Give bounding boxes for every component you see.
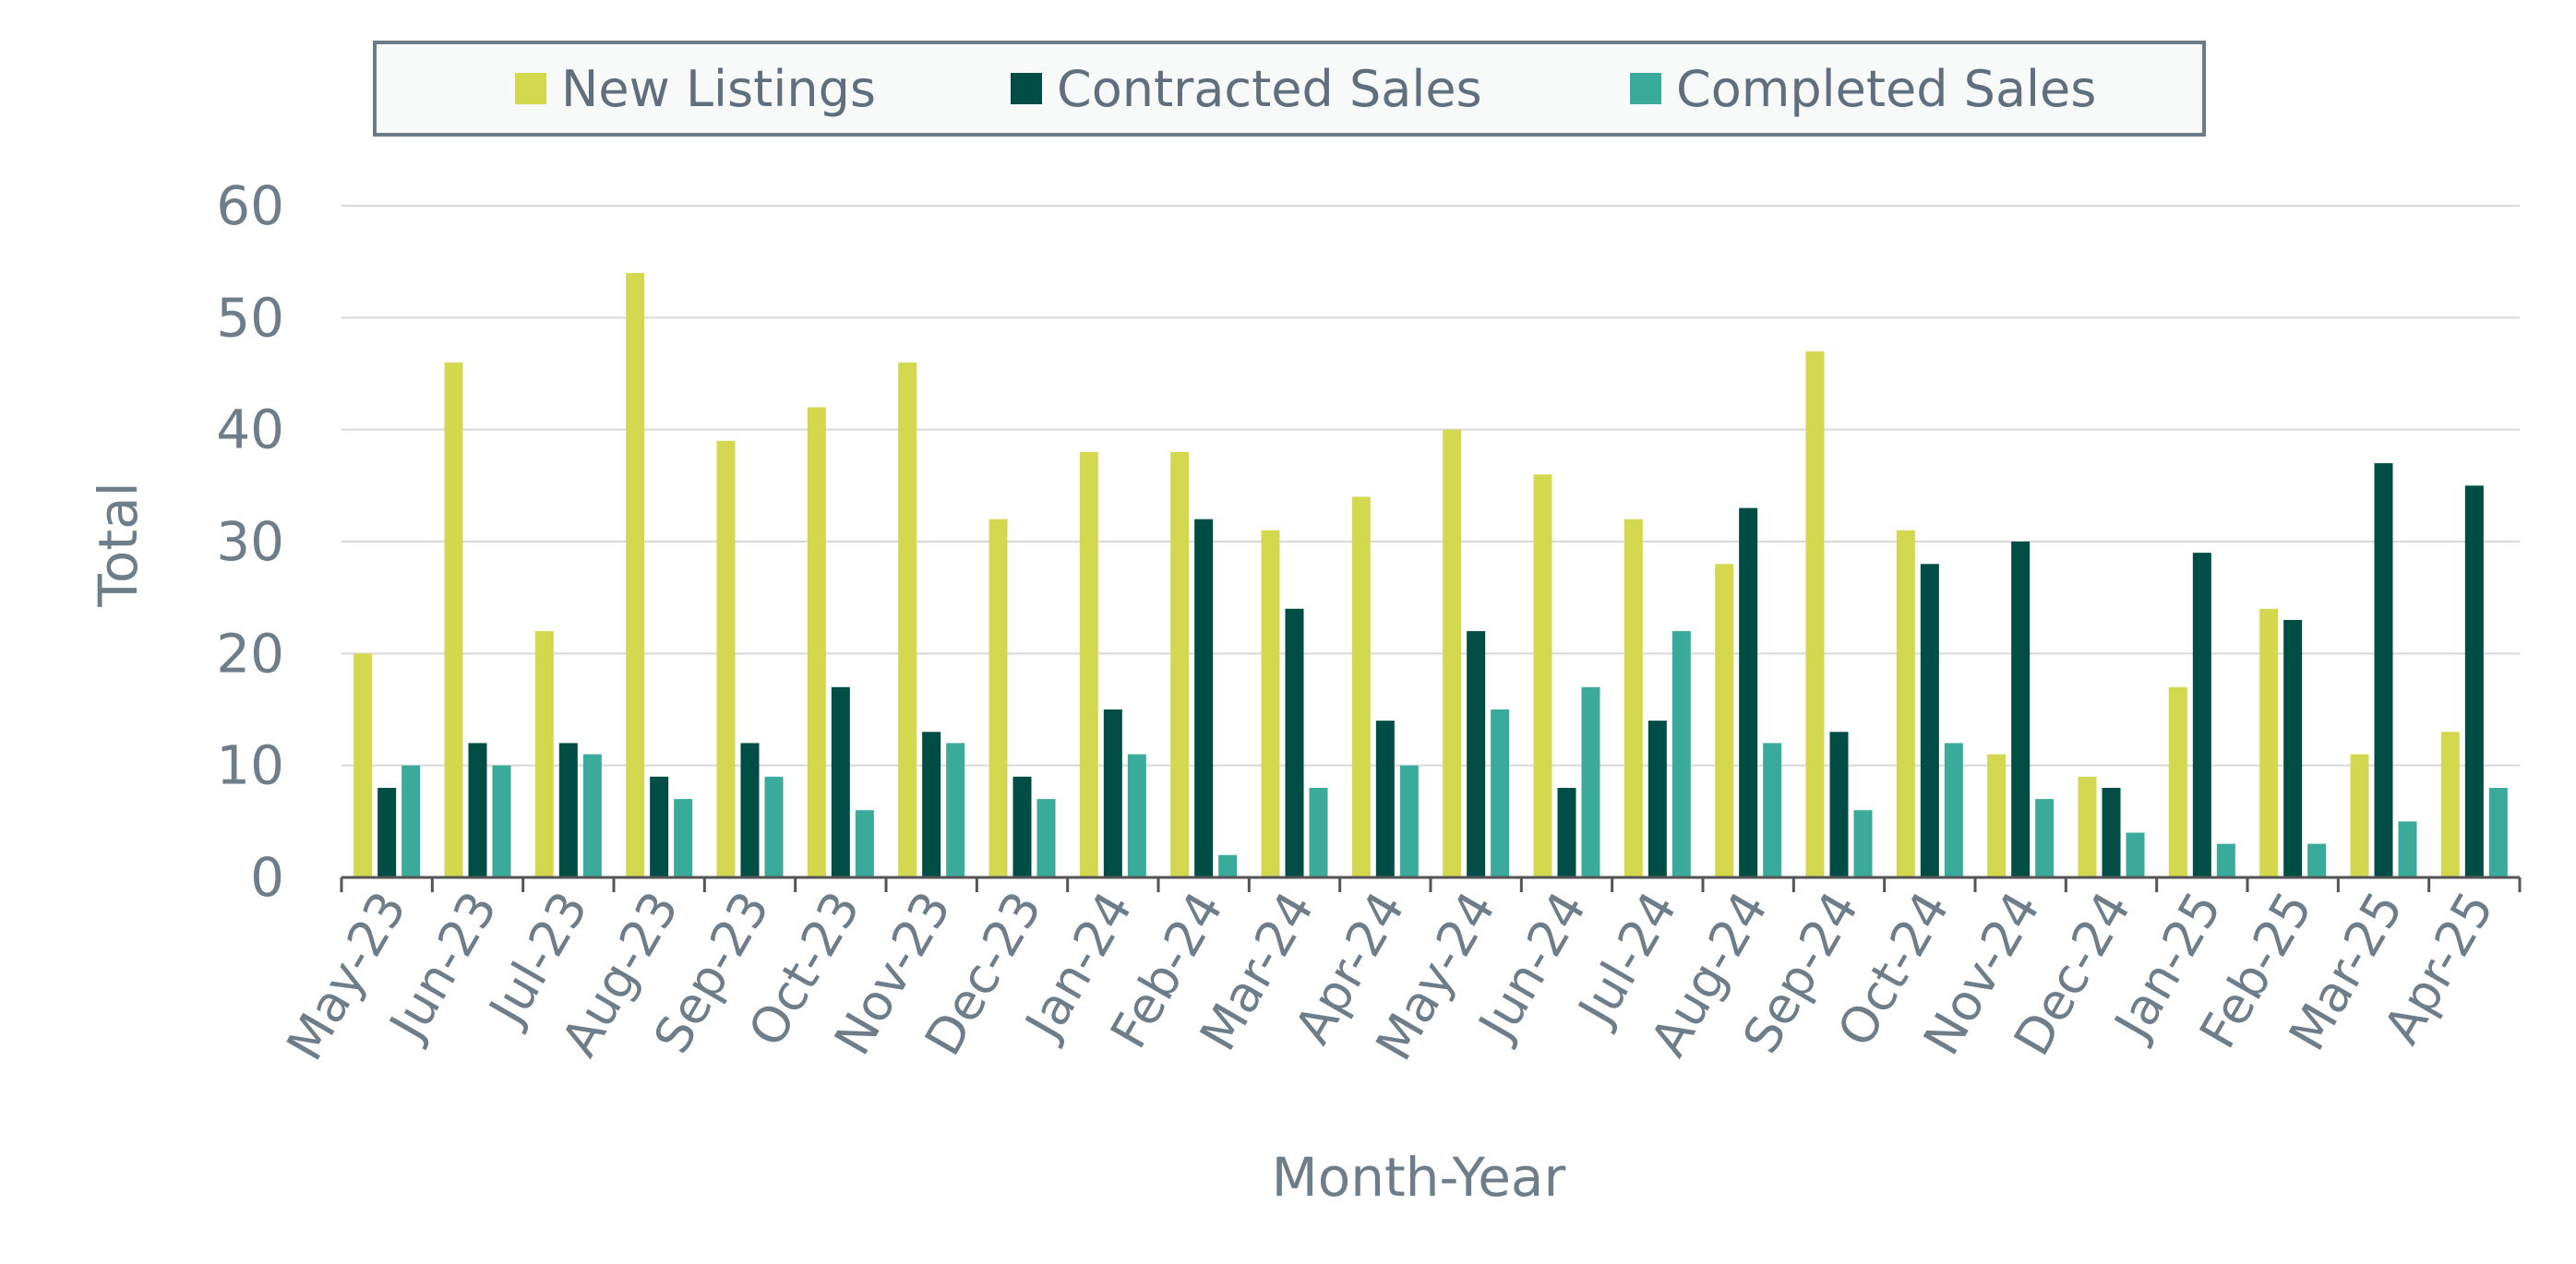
bar-new-listings [1805,351,1825,877]
bar-completed-sales [2398,821,2417,877]
bar-new-listings [1896,530,1915,877]
legend-swatch-completed-sales [1630,73,1661,104]
x-axis [340,876,2522,892]
bar-new-listings [898,362,917,877]
bar-completed-sales [1944,743,1963,877]
bar-completed-sales [401,765,421,877]
bar-new-listings [1533,474,1552,877]
bar-contracted-sales [1285,608,1304,877]
bar-contracted-sales [650,776,669,877]
bar-completed-sales [1036,799,1056,877]
bar-completed-sales [1671,631,1691,877]
bar-completed-sales [1853,810,1873,877]
bar-new-listings [626,272,645,877]
bar-contracted-sales [922,732,941,877]
bar-contracted-sales [831,686,850,877]
bar-new-listings [1351,496,1371,877]
bar-new-listings [2078,776,2097,877]
bar-new-listings [1623,519,1643,877]
x-axis-label: Month-Year [1272,1146,1566,1209]
bar-completed-sales [1218,854,1238,877]
legend-label-contracted-sales: Contracted Sales [1057,59,1482,118]
bar-completed-sales [492,765,511,877]
bar-contracted-sales [1103,710,1122,877]
bar-completed-sales [1581,686,1600,877]
bar-contracted-sales [1557,787,1576,877]
bar-new-listings [1443,429,1462,877]
bar-contracted-sales [1012,776,1032,877]
bar-contracted-sales [2464,485,2484,877]
y-tick-label: 60 [216,174,284,237]
bar-contracted-sales [1920,564,1939,877]
bar-contracted-sales [1829,732,1849,877]
bar-completed-sales [674,799,693,877]
x-axis-ticks: May-23Jun-23Jul-23Aug-23Sep-23Oct-23Nov-… [275,882,2505,1070]
y-tick-label: 30 [216,510,284,573]
bar-contracted-sales [468,743,487,877]
bar-completed-sales [2126,832,2145,877]
bar-contracted-sales [2192,553,2211,877]
bar-completed-sales [2488,787,2508,877]
bar-contracted-sales [1467,631,1486,877]
bar-contracted-sales [1194,519,1214,877]
x-tick-label: May-23 [275,882,417,1070]
bar-contracted-sales [2011,542,2031,877]
bar-contracted-sales [2102,787,2121,877]
legend-swatch-contracted-sales [1011,73,1042,104]
bar-contracted-sales [1375,721,1395,877]
y-tick-label: 10 [216,734,284,797]
bar-new-listings [807,407,826,877]
bars [353,272,2508,877]
legend-label-completed-sales: Completed Sales [1676,59,2097,118]
bar-completed-sales [1399,765,1419,877]
bar-completed-sales [946,743,965,877]
y-axis-ticks: 0 10 20 30 40 50 60 [216,174,284,909]
legend-swatch-new-listings [515,73,546,104]
y-tick-label: 20 [216,622,284,685]
bar-new-listings [444,362,463,877]
bar-new-listings [2440,732,2460,877]
bar-completed-sales [1127,754,1146,877]
bar-completed-sales [2035,799,2055,877]
bar-new-listings [2259,608,2279,877]
bar-completed-sales [1491,710,1510,877]
legend-item-new-listings: New Listings [515,44,876,133]
bar-new-listings [1987,754,2007,877]
bar-completed-sales [582,754,602,877]
bar-completed-sales [1309,787,1328,877]
bar-completed-sales [2307,843,2327,877]
legend-label-new-listings: New Listings [561,59,876,118]
bar-contracted-sales [1739,507,1758,877]
bar-new-listings [534,631,554,877]
bar-new-listings [353,653,373,877]
bar-completed-sales [2216,843,2235,877]
bar-contracted-sales [558,743,578,877]
legend-item-completed-sales: Completed Sales [1630,44,2096,133]
bar-completed-sales [1763,743,1782,877]
bar-new-listings [2168,686,2187,877]
bar-contracted-sales [1647,721,1667,877]
legend-item-contracted-sales: Contracted Sales [1011,44,1482,133]
bar-contracted-sales [740,743,760,877]
y-axis-label: Total [87,482,150,607]
bar-contracted-sales [2283,619,2303,877]
bar-completed-sales [855,810,874,877]
gridlines [341,205,2520,767]
y-tick-label: 0 [250,846,284,909]
bar-new-listings [988,519,1008,877]
bar-contracted-sales [2374,463,2393,877]
y-tick-label: 40 [216,399,284,461]
bar-completed-sales [764,776,784,877]
legend: New Listings Contracted Sales Completed … [373,41,2206,137]
bar-new-listings [716,440,736,877]
bar-contracted-sales [377,787,397,877]
bar-new-listings [1715,564,1734,877]
y-tick-label: 50 [216,286,284,349]
bar-new-listings [1079,451,1098,877]
bar-new-listings [1261,530,1280,877]
bar-new-listings [2350,754,2369,877]
bar-new-listings [1170,451,1190,877]
